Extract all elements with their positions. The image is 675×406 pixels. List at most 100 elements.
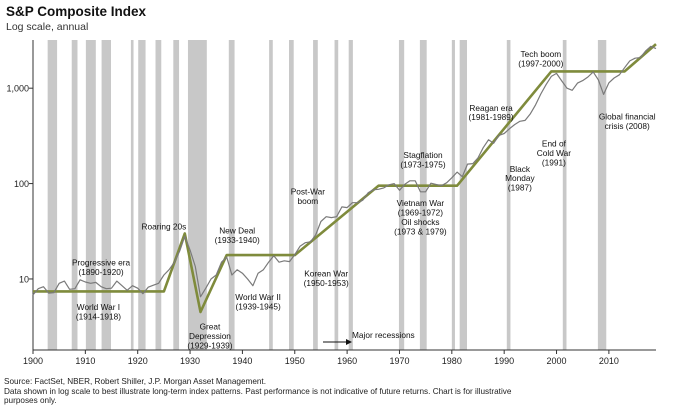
- annotation-depression: Great Depression (1929-1939): [187, 322, 232, 351]
- annotation-depression-line-2: (1929-1939): [187, 340, 232, 350]
- recession-band-0: [47, 40, 58, 350]
- recessions-legend: Major recessions: [323, 330, 415, 345]
- annotation-postwar-line-1: boom: [297, 196, 318, 206]
- recession-band-4: [130, 40, 134, 350]
- x-tick-label-1910: 1910: [75, 356, 95, 366]
- recession-band-15: [398, 40, 405, 350]
- recession-band-21: [597, 40, 607, 350]
- annotation-coldwar: End of Cold War (1991): [537, 138, 572, 167]
- annotation-blackmonday-line-2: (1987): [508, 183, 532, 193]
- annotation-vietnam-line-2: Oil shocks: [401, 217, 439, 227]
- recession-band-20: [562, 40, 567, 350]
- annotation-blackmonday-line-1: Monday: [505, 173, 535, 183]
- annotation-coldwar-line-1: Cold War: [537, 148, 572, 158]
- x-tick-label-2010: 2010: [599, 356, 619, 366]
- annotations-group: Progressive era (1890-1920)World War I (19…: [72, 49, 656, 350]
- major-recessions-arrowhead: [346, 339, 352, 345]
- annotation-roaring: Roaring 20s: [142, 222, 187, 232]
- y-tick-label-100: 100: [14, 179, 29, 189]
- axis-group: 1900 1910 1920 1930 1940 1950 1960 1970 1980 1990…: [6, 40, 656, 366]
- x-tick-label-1960: 1960: [337, 356, 357, 366]
- recession-band-5: [138, 40, 146, 350]
- annotation-reagan-line-0: Reagan era: [469, 103, 513, 113]
- x-tick-label-1970: 1970: [389, 356, 409, 366]
- annotation-newdeal-line-0: New Deal: [219, 225, 255, 235]
- annotation-vietnam: Vietnam War (1969-1972) Oil shocks (1973 & …: [394, 198, 447, 236]
- annotation-gfc-line-1: crisis (2008): [605, 121, 650, 131]
- annotation-korean: Korean War (1950-1953): [304, 269, 349, 288]
- x-tick-label-1980: 1980: [442, 356, 462, 366]
- annotation-depression-line-0: Great: [200, 322, 221, 332]
- annotation-techboom-line-0: Tech boom: [521, 49, 562, 59]
- series-group: [32, 43, 657, 314]
- sp-composite-index-line: [32, 45, 657, 298]
- chart-title: S&P Composite Index: [6, 4, 147, 19]
- recession-band-12: [313, 40, 318, 350]
- footer-note-continued: purposes only.: [4, 396, 57, 406]
- recession-band-1: [71, 40, 78, 350]
- annotation-reagan: Reagan era (1981-1989): [468, 103, 513, 122]
- x-tick-label-1920: 1920: [128, 356, 148, 366]
- annotation-newdeal-line-1: (1933-1940): [215, 235, 260, 245]
- footer-source: Source: FactSet, NBER, Robert Shiller, J…: [4, 377, 266, 386]
- footer: Source: FactSet, NBER, Robert Shiller, J…: [4, 377, 669, 406]
- annotation-korean-line-1: (1950-1953): [304, 278, 349, 288]
- annotation-progressive-line-1: (1890-1920): [78, 267, 123, 277]
- recession-band-13: [334, 40, 339, 350]
- annotation-coldwar-line-0: End of: [542, 138, 567, 148]
- recession-band-10: [269, 40, 273, 350]
- recession-bands: [47, 40, 607, 350]
- annotation-progressive-line-0: Progressive era: [72, 258, 130, 268]
- chart-subtitle: Log scale, annual: [6, 21, 89, 33]
- annotation-newdeal: New Deal (1933-1940): [215, 225, 260, 244]
- recession-band-17: [451, 40, 455, 350]
- x-tick-label-1930: 1930: [180, 356, 200, 366]
- annotation-gfc-line-0: Global financial: [599, 111, 656, 121]
- annotation-stagflation-line-1: (1973-1975): [400, 159, 445, 169]
- annotation-ww1-line-0: World War I: [77, 302, 120, 312]
- annotation-ww2-line-0: World War II: [235, 292, 281, 302]
- annotation-ww1: World War I (1914-1918): [76, 302, 121, 321]
- recession-band-7: [173, 40, 180, 350]
- footer-note: Data shown in log scale to best illustra…: [4, 386, 512, 396]
- recession-band-3: [101, 40, 112, 350]
- annotation-reagan-line-1: (1981-1989): [468, 112, 513, 122]
- recession-band-14: [348, 40, 353, 350]
- y-tick-label-10: 10: [19, 274, 29, 284]
- annotation-stagflation-line-0: Stagflation: [403, 150, 443, 160]
- recession-band-19: [506, 40, 511, 350]
- recession-band-6: [155, 40, 162, 350]
- x-tick-label-1900: 1900: [23, 356, 43, 366]
- annotation-ww2: World War II (1939-1945): [235, 292, 281, 311]
- annotation-blackmonday: Black Monday (1987): [505, 164, 535, 193]
- annotation-blackmonday-line-0: Black: [510, 164, 531, 174]
- sp-composite-chart: 1900 1910 1920 1930 1940 1950 1960 1970 1980 1990…: [6, 40, 657, 366]
- annotation-stagflation: Stagflation (1973-1975): [400, 150, 445, 169]
- annotation-roaring-line-0: Roaring 20s: [142, 222, 187, 232]
- annotation-progressive: Progressive era (1890-1920): [72, 258, 130, 277]
- recession-band-2: [85, 40, 96, 350]
- x-tick-label-1950: 1950: [285, 356, 305, 366]
- annotation-ww2-line-1: (1939-1945): [236, 302, 281, 312]
- annotation-techboom: Tech boom (1997-2000): [518, 49, 563, 68]
- annotation-vietnam-line-3: (1973 & 1979): [394, 226, 447, 236]
- recession-band-16: [419, 40, 427, 350]
- major-recessions-label: Major recessions: [352, 330, 415, 340]
- annotation-postwar-line-0: Post-War: [291, 186, 326, 196]
- x-tick-label-1940: 1940: [232, 356, 252, 366]
- annotation-vietnam-line-0: Vietnam War: [397, 198, 445, 208]
- annotation-depression-line-1: Depression: [189, 331, 231, 341]
- annotation-coldwar-line-2: (1991): [542, 157, 566, 167]
- recession-band-18: [459, 40, 468, 350]
- annotation-gfc: Global financial crisis (2008): [599, 111, 656, 130]
- y-tick-label-1000: 1,000: [6, 84, 29, 94]
- x-tick-label-1990: 1990: [494, 356, 514, 366]
- annotation-vietnam-line-1: (1969-1972): [398, 208, 443, 218]
- annotation-postwar: Post-War boom: [291, 186, 326, 205]
- x-tick-label-2000: 2000: [547, 356, 567, 366]
- annotation-ww1-line-1: (1914-1918): [76, 312, 121, 322]
- annotation-techboom-line-1: (1997-2000): [518, 58, 563, 68]
- recession-band-9: [228, 40, 235, 350]
- recession-band-11: [289, 40, 294, 350]
